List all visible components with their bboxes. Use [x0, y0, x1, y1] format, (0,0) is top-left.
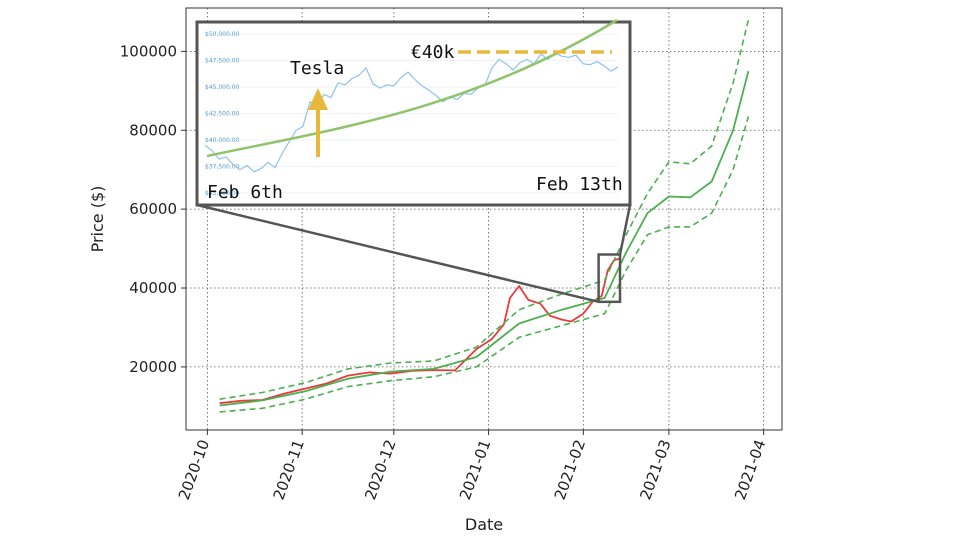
y-tick-label: 20000: [129, 358, 177, 376]
grid-lines: [186, 8, 782, 430]
inset-start-label: Feb 6th: [207, 182, 283, 203]
x-axis: 2020-10 2020-11 2020-12 2021-01 2021-02 2021-…: [175, 430, 769, 502]
inset-arrow: [308, 88, 328, 157]
inset-end-label: Feb 13th: [536, 174, 623, 195]
x-tick-label: 2021-02: [551, 437, 589, 502]
inset-target-label: €40k: [411, 42, 455, 63]
x-tick-label: 2020-10: [175, 437, 213, 502]
inset-y-axis: $50,000.00 $47,500.00 $45,000.00 $42,500.00…: [205, 31, 240, 197]
series-line: [219, 116, 750, 413]
zoom-region-box: [597, 253, 622, 304]
x-tick-label: 2021-03: [636, 437, 674, 502]
inset-y-tick-label: $45,000.00: [205, 84, 240, 91]
inset-y-tick-label: $47,500.00: [205, 58, 240, 65]
x-tick-label: 2020-12: [361, 437, 399, 502]
inset-annotation-label: Tesla: [290, 58, 344, 79]
series-line: [219, 257, 621, 405]
series-line: [219, 70, 750, 407]
inset-y-tick-label: $42,500.00: [205, 111, 240, 118]
y-axis-label: Price ($): [88, 186, 107, 253]
x-tick-label: 2021-04: [731, 437, 769, 502]
inset-y-tick-label: $50,000.00: [205, 31, 240, 38]
x-tick-label: 2020-11: [270, 437, 308, 502]
inset-panel: $50,000.00 $47,500.00 $45,000.00 $42,500.00…: [195, 18, 632, 207]
zoom-connector-line: [618, 204, 632, 255]
inset-y-tick-label: $37,500.00: [205, 164, 240, 171]
zoom-connector-line: [196, 203, 599, 304]
y-tick-label: 60000: [129, 200, 177, 218]
y-tick-label: 100000: [120, 42, 177, 60]
x-axis-label: Date: [465, 515, 503, 534]
y-axis: 20000 40000 60000 80000 100000: [120, 42, 186, 376]
x-tick-label: 2021-01: [456, 437, 494, 502]
y-tick-label: 40000: [129, 279, 177, 297]
inset-y-tick-label: $35,000.00: [205, 190, 240, 197]
y-tick-label: 80000: [129, 121, 177, 139]
inset-y-tick-label: $40,000.00: [205, 137, 240, 144]
